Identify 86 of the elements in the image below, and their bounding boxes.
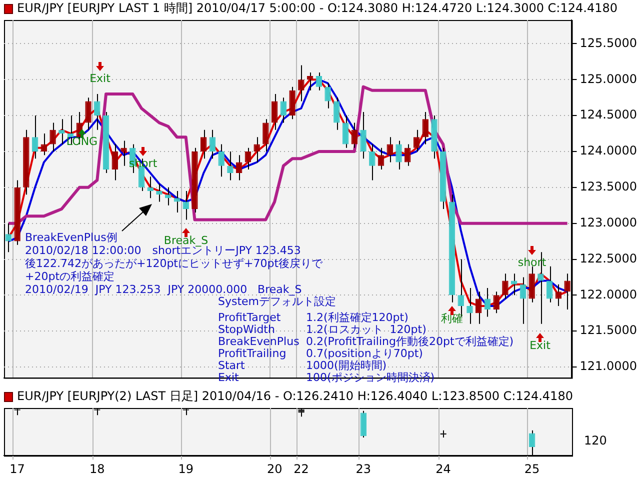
annotation: Exit bbox=[90, 72, 112, 85]
candlestick bbox=[342, 115, 349, 148]
candlestick bbox=[200, 129, 207, 160]
candlestick bbox=[555, 284, 562, 306]
candlestick bbox=[493, 291, 500, 314]
annotation: +20ptの利益確定 bbox=[25, 270, 115, 283]
candlestick bbox=[475, 291, 482, 324]
candlestick bbox=[174, 190, 180, 214]
y-tick-label: 124.5000 bbox=[580, 108, 638, 122]
annotation: 0.2(ProfitTrailing作動後20ptで利益確定) bbox=[306, 334, 514, 348]
chart-title: EUR/JPY [EURJPY(2) LAST 日足] 2010/04/16 - O:126.2410 H:126.4040 L:123.8500 C:124.4180 bbox=[17, 389, 573, 404]
candlestick bbox=[528, 266, 535, 303]
candlestick bbox=[404, 144, 411, 166]
candlestick bbox=[156, 183, 162, 202]
candlestick bbox=[244, 147, 252, 170]
candlestick bbox=[236, 154, 242, 181]
candlestick bbox=[280, 97, 287, 124]
y-tick-label: 123.5000 bbox=[580, 180, 638, 194]
candlestick bbox=[32, 115, 38, 160]
x-tick-label: 24 bbox=[436, 462, 451, 476]
annotation: 1.2(ロスカット 120pt) bbox=[306, 322, 426, 336]
candlestick bbox=[85, 97, 92, 130]
candlestick bbox=[112, 144, 118, 181]
y-tick-label: 125.5000 bbox=[580, 36, 638, 50]
annotation: 1.2(利益確定120pt) bbox=[306, 310, 408, 324]
candlestick bbox=[289, 86, 296, 120]
annotation: 1000(開始時間) bbox=[306, 358, 387, 372]
candlestick bbox=[227, 150, 234, 181]
candlestick bbox=[120, 140, 127, 166]
candlestick bbox=[396, 140, 402, 170]
x-tick-label: 23 bbox=[356, 462, 372, 476]
candlestick bbox=[324, 82, 331, 109]
x-tick-label: 25 bbox=[524, 462, 540, 476]
candlestick bbox=[40, 133, 48, 156]
candlestick bbox=[94, 94, 100, 130]
x-tick-label: 20 bbox=[267, 462, 282, 476]
x-tick-label: 17 bbox=[10, 462, 25, 476]
annotation: StopWidth bbox=[218, 322, 275, 336]
candlestick bbox=[502, 273, 508, 300]
candlestick bbox=[254, 136, 260, 163]
candlestick bbox=[182, 190, 189, 220]
candlestick bbox=[360, 410, 367, 438]
x-tick-label: 19 bbox=[178, 462, 194, 476]
y-tick-label: 122.5000 bbox=[580, 251, 638, 266]
annotation: BreakEvenPlus例 bbox=[25, 230, 118, 244]
annotation: ProfitTrailing bbox=[218, 346, 286, 360]
candlestick bbox=[316, 72, 322, 91]
candlestick bbox=[422, 111, 428, 145]
annotation: 後122.742があったが+120ptにヒットせず+70pt後戻りで bbox=[25, 256, 324, 270]
candlestick bbox=[334, 97, 340, 130]
candlestick bbox=[413, 129, 420, 152]
candlestick bbox=[546, 266, 553, 303]
annotation: Systemデフォルト設定 bbox=[218, 294, 336, 308]
annotation: Break_S bbox=[164, 234, 208, 247]
annotation: ProfitTarget bbox=[218, 310, 282, 324]
candlestick bbox=[209, 129, 216, 160]
candlestick bbox=[466, 287, 473, 324]
annotation: 0.7(positionより70pt) bbox=[306, 346, 423, 360]
candlestick bbox=[262, 118, 269, 152]
candlestick bbox=[298, 64, 304, 102]
candlestick bbox=[520, 276, 526, 324]
x-tick-label: 18 bbox=[90, 462, 105, 476]
y-tick-label: 124.0000 bbox=[580, 144, 638, 158]
candlestick bbox=[218, 144, 224, 178]
candlestick bbox=[360, 111, 366, 160]
candlestick bbox=[484, 287, 491, 318]
y-tick-label: 125.0000 bbox=[580, 72, 638, 86]
y-tick-label: 121.5000 bbox=[580, 323, 638, 338]
candlestick bbox=[50, 122, 56, 152]
candlestick bbox=[386, 136, 393, 163]
y-tick-label: 122.0000 bbox=[580, 287, 638, 302]
chart-title: EUR/JPY [EURJPY LAST 1 時間] 2010/04/17 5:00:00 - O:124.3080 H:124.4720 L:124.3000 C:124.4180 bbox=[17, 1, 618, 16]
annotation: 2010/02/19 JPY 123.253 JPY 20000.000 Break_S bbox=[25, 282, 302, 296]
candlestick bbox=[351, 122, 358, 148]
annotation: Start bbox=[218, 358, 246, 372]
candlestick bbox=[378, 147, 384, 170]
candlestick bbox=[369, 144, 376, 181]
y-tick-label: 123.0000 bbox=[580, 215, 638, 230]
y-tick-label: 121.0000 bbox=[580, 359, 638, 374]
candlestick bbox=[271, 94, 278, 130]
annotation: Exit bbox=[530, 338, 552, 352]
annotation: BreakEvenPlus bbox=[218, 334, 300, 348]
annotation: 利確 bbox=[441, 312, 463, 325]
x-tick-label: 22 bbox=[294, 462, 309, 476]
text: 120 bbox=[584, 434, 607, 448]
candlestick bbox=[58, 118, 65, 145]
